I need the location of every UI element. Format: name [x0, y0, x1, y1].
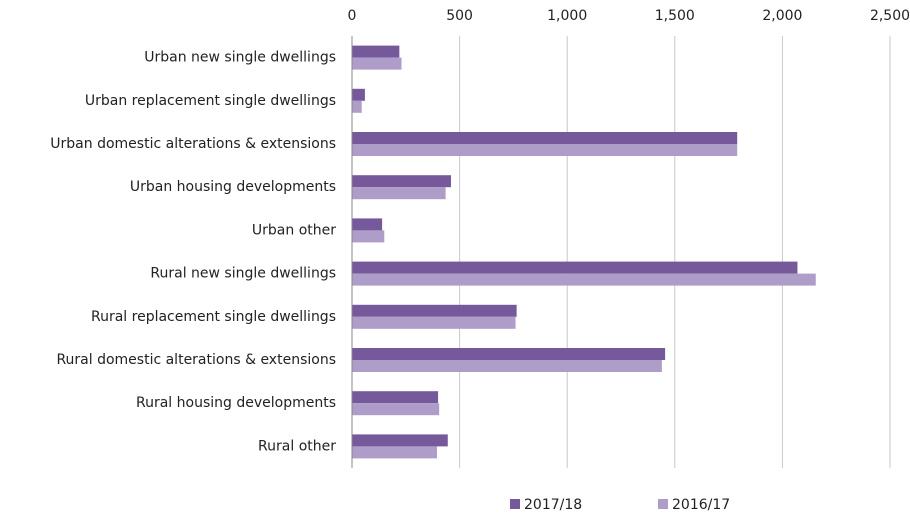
y-tick-label: Urban other	[252, 222, 336, 238]
bar	[352, 261, 798, 274]
bar	[352, 348, 666, 360]
x-tick-label: 2,500	[870, 8, 910, 24]
legend-swatch	[658, 499, 668, 509]
bar	[352, 88, 365, 101]
y-tick-label: Rural replacement single dwellings	[91, 309, 336, 325]
x-tick-label: 500	[446, 8, 473, 24]
bar	[352, 175, 451, 188]
y-tick-label: Rural housing developments	[136, 395, 336, 411]
legend-swatch	[510, 499, 520, 509]
bar	[352, 230, 385, 243]
bar	[352, 434, 448, 447]
bar	[352, 100, 362, 113]
bar	[352, 316, 516, 329]
bar	[352, 391, 439, 404]
y-tick-label: Rural new single dwellings	[150, 266, 336, 282]
bar	[352, 45, 400, 58]
x-tick-label: 1,000	[547, 8, 587, 24]
bar	[352, 403, 440, 416]
bar	[352, 218, 383, 231]
bar	[352, 273, 816, 286]
bar	[352, 446, 438, 459]
x-tick-label: 2,000	[762, 8, 802, 24]
y-tick-label: Urban domestic alterations & extensions	[50, 136, 336, 152]
bar	[352, 57, 402, 70]
x-tick-label: 1,500	[655, 8, 695, 24]
y-tick-label: Urban housing developments	[130, 179, 336, 195]
y-tick-label: Rural other	[258, 438, 336, 454]
x-tick-label: 0	[348, 8, 357, 24]
y-tick-label: Urban new single dwellings	[144, 50, 336, 66]
bar	[352, 132, 738, 144]
y-tick-label: Rural domestic alterations & extensions	[56, 352, 336, 368]
bar	[352, 144, 738, 156]
bar	[352, 360, 662, 372]
legend-label: 2017/18	[524, 497, 582, 513]
bar	[352, 187, 446, 200]
bar	[352, 304, 517, 317]
y-tick-label: Urban replacement single dwellings	[85, 93, 336, 109]
legend-label: 2016/17	[672, 497, 730, 513]
